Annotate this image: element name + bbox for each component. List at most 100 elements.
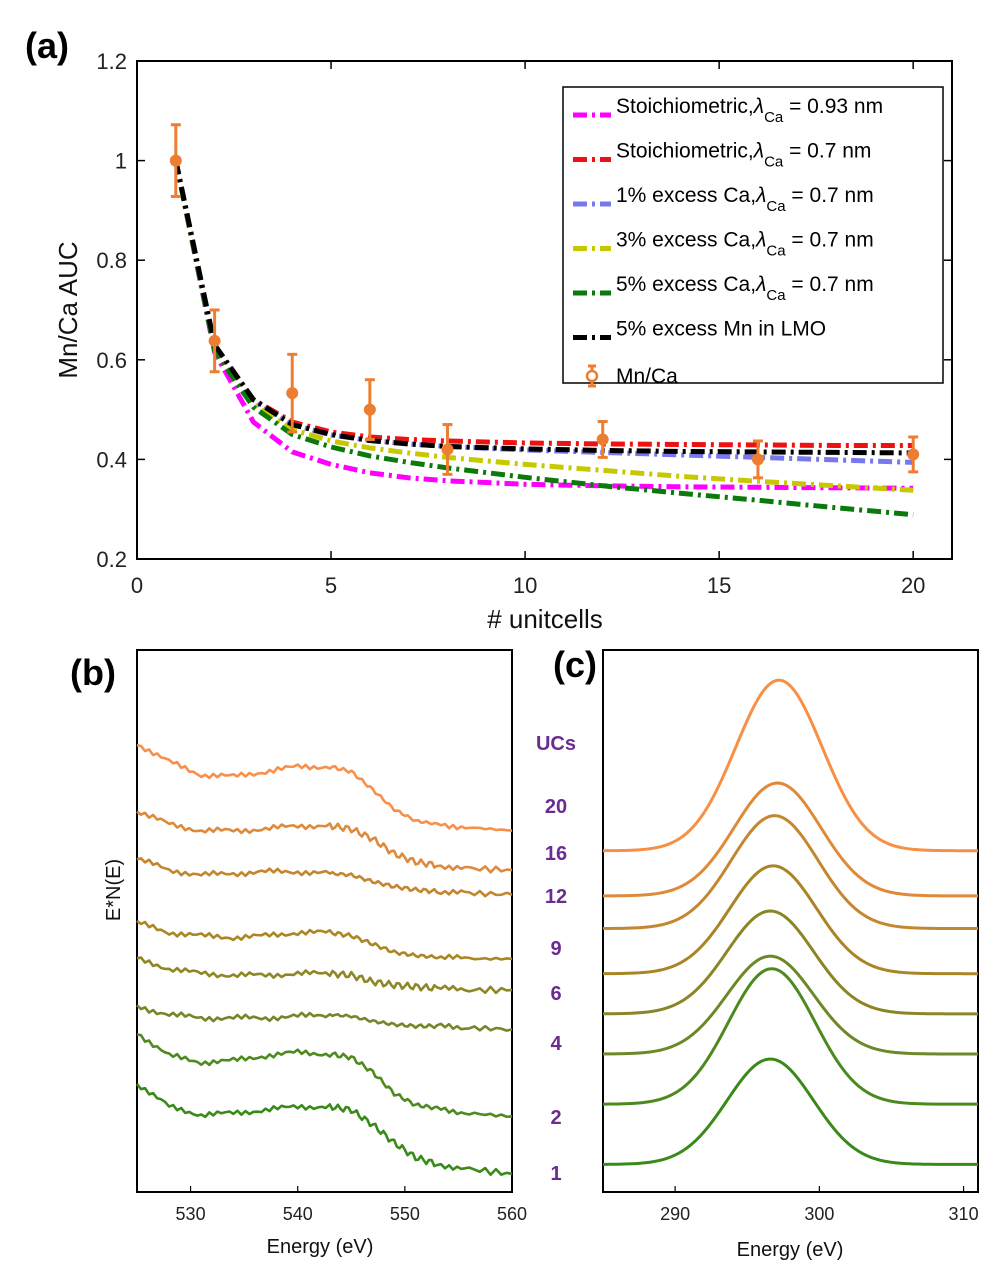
a-xtick-label: 10: [513, 573, 537, 598]
a-legend-label: 5% excess Mn in LMO: [616, 318, 826, 341]
a-legend-name: Stoichiometric,: [616, 95, 754, 118]
a-measured-point: [751, 453, 764, 466]
uc-label-20: 20: [545, 796, 567, 818]
a-legend-lambda: λ: [755, 184, 766, 207]
c-spectrum-4-uc: [602, 954, 979, 1056]
a-measured-point: [208, 334, 221, 347]
a-xtick-label: 20: [901, 573, 925, 598]
a-legend-label: Stoichiometric,λCa = 0.93 nm: [616, 95, 883, 126]
panel-b-ticks: 530 540 550 560: [176, 1186, 527, 1224]
panel-c-series: [602, 678, 979, 1166]
a-ytick-label: 0.4: [96, 447, 127, 472]
b-spectrum-2-uc: [136, 1033, 513, 1119]
a-ytick-label: 0.6: [96, 348, 127, 373]
panel-a-xlabel: # unitcells: [487, 604, 603, 634]
a-ytick-label: 1.2: [96, 49, 127, 74]
panel-b: (b) 530 540 550 560 Energy (eV) E*N(E): [70, 649, 527, 1258]
a-measured-point: [286, 387, 299, 400]
panel-a-measured-points: [169, 123, 920, 480]
a-legend-name: 5% excess Ca,: [616, 273, 756, 296]
a-ytick-label: 1: [115, 149, 127, 174]
c-spectrum-1-uc: [602, 1057, 979, 1166]
b-spectrum-16-uc: [136, 810, 513, 874]
a-legend-value: = 0.93 nm: [783, 95, 883, 118]
a-ytick-label: 0.2: [96, 547, 127, 572]
a-legend-box: [562, 86, 944, 384]
a-legend-lambda: λ: [755, 273, 766, 296]
c-spectrum-20-uc: [602, 678, 979, 853]
uc-label-12: 12: [545, 886, 567, 908]
a-ytick-label: 0.8: [96, 248, 127, 273]
panel-c-ticks: 290 300 310: [660, 1186, 979, 1224]
panel-c-letter: (c): [553, 644, 597, 685]
a-legend-label: 3% excess Ca,λCa = 0.7 nm: [616, 229, 874, 260]
panel-c-xlabel: Energy (eV): [737, 1239, 844, 1261]
a-series-line-0: [173, 160, 914, 491]
panel-a-ticks: 0 5 10 15 20 0.2 0.4 0.6 0.8 1 1.2: [96, 49, 952, 598]
uc-label-16: 16: [545, 843, 567, 865]
a-legend-name: 1% excess Ca,: [616, 184, 756, 207]
a-legend-name: Stoichiometric,: [616, 140, 754, 163]
uc-label-4: 4: [550, 1033, 562, 1055]
panel-a: (a) 0 5 10 15 20 0.2 0.4 0.6 0.8 1 1.2 Stoichiomet…: [25, 25, 953, 634]
a-xtick-label: 15: [707, 573, 731, 598]
b-spectrum-12-uc: [136, 857, 513, 898]
panel-b-ylabel: E*N(E): [103, 859, 125, 921]
c-xtick-label: 300: [804, 1204, 834, 1224]
panel-a-legend: Stoichiometric,λCa = 0.93 nmStoichiometr…: [562, 86, 944, 388]
a-legend-lambda-sub: Ca: [764, 109, 784, 126]
a-series-line-5: [173, 160, 914, 456]
panel-c: (c) 290 300 310 Energy (eV): [553, 644, 979, 1261]
uc-label-6: 6: [550, 983, 561, 1005]
uc-label-1: 1: [550, 1163, 561, 1185]
a-series-line-4: [173, 160, 914, 518]
a-measured-point: [907, 448, 920, 461]
c-spectrum-2-uc: [602, 967, 979, 1106]
c-spectrum-12-uc: [602, 814, 979, 931]
a-legend-lambda-sub: Ca: [766, 243, 786, 260]
b-xtick-label: 530: [176, 1204, 206, 1224]
a-legend-value: = 0.7 nm: [786, 229, 874, 252]
a-series-line-3: [173, 160, 914, 493]
c-spectrum-6-uc: [602, 909, 979, 1016]
a-legend-value: = 0.7 nm: [783, 140, 871, 163]
c-spectrum-9-uc: [602, 864, 979, 976]
b-spectrum-9-uc: [136, 919, 513, 961]
a-legend-name: 3% excess Ca,: [616, 229, 756, 252]
b-spectrum-4-uc: [136, 1004, 513, 1032]
a-measured-point: [596, 433, 609, 446]
uc-title: UCs: [536, 733, 576, 755]
a-legend-lambda: λ: [753, 140, 764, 163]
panel-b-letter: (b): [70, 652, 116, 693]
panel-b-plot-frame: [136, 649, 513, 1193]
panel-b-series: [135, 743, 513, 1177]
a-xtick-label: 0: [131, 573, 143, 598]
a-legend-lambda: λ: [755, 229, 766, 252]
uc-label-2: 2: [550, 1107, 561, 1129]
a-xtick-label: 5: [325, 573, 337, 598]
a-legend-marker-point: [585, 369, 599, 383]
panel-a-letter: (a): [25, 25, 69, 66]
a-measured-point: [363, 403, 376, 416]
uc-labels: UCs 20 16 12 9 6 4 2 1: [536, 733, 576, 1185]
a-legend-measured-label: Mn/Ca: [616, 365, 678, 388]
panel-a-series: [173, 160, 914, 518]
b-spectrum-20-uc: [136, 743, 513, 832]
b-xtick-label: 560: [497, 1204, 527, 1224]
panel-b-xlabel: Energy (eV): [267, 1236, 374, 1258]
a-legend-label: Stoichiometric,λCa = 0.7 nm: [616, 140, 871, 171]
a-legend-value: = 0.7 nm: [786, 184, 874, 207]
panel-a-ylabel: Mn/Ca AUC: [53, 241, 83, 378]
a-measured-point: [441, 443, 454, 456]
a-legend-lambda-sub: Ca: [764, 154, 784, 171]
a-legend-value: = 0.7 nm: [786, 273, 874, 296]
a-legend-label: 1% excess Ca,λCa = 0.7 nm: [616, 184, 874, 215]
c-xtick-label: 310: [949, 1204, 979, 1224]
b-xtick-label: 550: [390, 1204, 420, 1224]
c-xtick-label: 290: [660, 1204, 690, 1224]
c-spectrum-16-uc: [602, 781, 979, 898]
a-legend-name: 5% excess Mn in LMO: [616, 318, 826, 341]
uc-label-9: 9: [550, 938, 561, 960]
a-legend-lambda: λ: [753, 95, 764, 118]
